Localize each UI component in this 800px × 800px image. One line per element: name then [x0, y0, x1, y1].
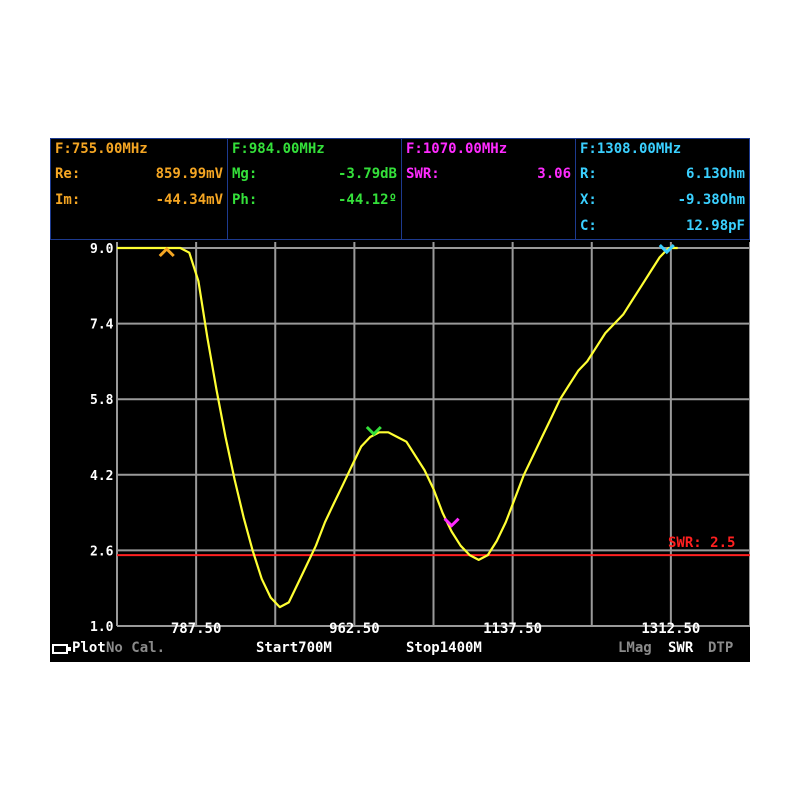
marker-3-icon [443, 517, 460, 528]
marker-1-re-value: 859.99mV [155, 166, 223, 182]
swr-reference-label: SWR: 2.5 [668, 535, 735, 551]
marker-4-frequency: F:1308.00MHz [580, 141, 682, 157]
marker-2-icon [365, 425, 382, 437]
marker-2-box[interactable]: F:984.00MHz Mg: -3.79dB Ph: -44.12º [227, 138, 402, 240]
swr-mode[interactable]: SWR [668, 640, 694, 656]
stop-frequency[interactable]: Stop1400M [406, 640, 482, 656]
marker-4-r-value: 6.13Ohm [685, 166, 745, 182]
marker-4-x-label: X: [580, 192, 597, 208]
start-frequency[interactable]: Start700M [256, 640, 332, 656]
y-tick-label: 4.2 [90, 469, 113, 484]
x-tick-label: 1137.50 [483, 621, 542, 637]
marker-4-box[interactable]: F:1308.00MHz R: 6.13Ohm X: -9.38Ohm C: 1… [575, 138, 750, 240]
y-tick-label: 2.6 [90, 544, 114, 559]
marker-4-c-value: 12.98pF [685, 218, 745, 234]
marker-4-r-label: R: [580, 166, 597, 182]
marker-3-frequency: F:1070.00MHz [406, 141, 508, 157]
status-bar: Plot No Cal. Start700M Stop1400M LMag SW… [50, 638, 750, 662]
swr-trace-line [117, 246, 678, 609]
marker-1-frequency: F:755.00MHz [55, 141, 148, 157]
swr-plot: 1.0 2.6 4.2 5.8 7.4 9.0 787.50 962.50 1137.50 131… [90, 242, 750, 637]
battery-icon [52, 644, 71, 654]
y-tick-label: 1.0 [90, 620, 114, 635]
y-tick-label: 9.0 [90, 242, 114, 257]
marker-1-icon [158, 246, 175, 258]
marker-4-c-label: C: [580, 218, 597, 234]
marker-1-im-value: -44.34mV [155, 192, 223, 208]
marker-2-mg-label: Mg: [232, 166, 258, 182]
y-tick-label: 5.8 [90, 393, 114, 408]
marker-panel: F:755.00MHz Re: 859.99mV Im: -44.34mV F:… [50, 138, 750, 242]
marker-2-ph-value: -44.12º [337, 192, 397, 208]
calibration-status: No Cal. [106, 640, 166, 656]
marker-4-x-value: -9.38Ohm [677, 192, 745, 208]
marker-2-mg-value: -3.79dB [337, 166, 397, 182]
marker-2-frequency: F:984.00MHz [232, 141, 325, 157]
marker-1-box[interactable]: F:755.00MHz Re: 859.99mV Im: -44.34mV [50, 138, 228, 240]
lmag-mode[interactable]: LMag [618, 640, 652, 656]
marker-4-icon [658, 244, 675, 255]
analyzer-screen: 1.0 2.6 4.2 5.8 7.4 9.0 787.50 962.50 1137.50 131… [50, 138, 750, 662]
x-tick-label: 1312.50 [641, 621, 700, 637]
dtp-mode[interactable]: DTP [708, 640, 734, 656]
marker-1-re-label: Re: [55, 166, 81, 182]
marker-3-swr-value: 3.06 [537, 166, 571, 182]
marker-1-im-label: Im: [55, 192, 81, 208]
x-tick-label: 962.50 [329, 621, 380, 637]
marker-3-swr-label: SWR: [406, 166, 440, 182]
marker-3-box[interactable]: F:1070.00MHz SWR: 3.06 [401, 138, 576, 240]
y-tick-label: 7.4 [90, 318, 114, 333]
plot-menu-button[interactable]: Plot [72, 640, 106, 656]
marker-2-ph-label: Ph: [232, 192, 258, 208]
x-tick-label: 787.50 [171, 621, 222, 637]
